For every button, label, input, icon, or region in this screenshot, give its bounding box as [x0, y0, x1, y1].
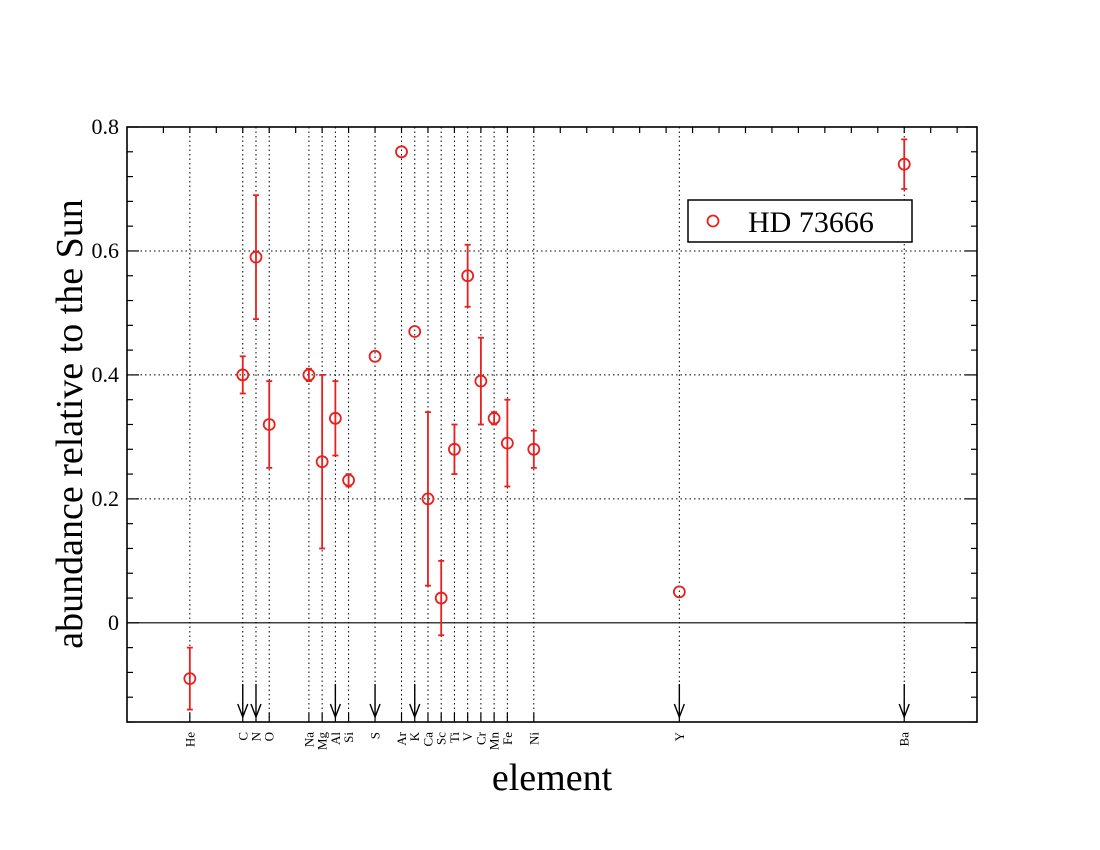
arrow-head	[409, 703, 421, 719]
point-mg	[315, 374, 329, 550]
ytick-label-4: 0.8	[92, 114, 120, 139]
marker	[421, 492, 435, 506]
arrow-c	[237, 684, 249, 719]
xtick-label-sc: Sc	[434, 732, 449, 745]
ytick-label-3: 0.6	[92, 238, 120, 263]
marker	[897, 157, 911, 171]
arrow-head	[237, 703, 249, 719]
xtick-label-ca: Ca	[420, 732, 435, 747]
upper-limit-arrows	[237, 684, 910, 719]
point-y	[672, 585, 686, 599]
xtick-label-o: O	[262, 732, 277, 741]
point-c	[236, 355, 250, 395]
point-s	[368, 349, 382, 363]
xtick-label-v: V	[460, 731, 475, 741]
ticks-layer	[127, 126, 977, 723]
arrow-head	[329, 703, 342, 719]
marker	[408, 325, 422, 338]
xtick-label-n: N	[248, 731, 263, 741]
marker	[262, 418, 276, 431]
xtick-label-he: He	[182, 732, 197, 747]
point-ni	[527, 429, 541, 469]
marker	[183, 672, 197, 686]
xtick-label-ti: Ti	[447, 732, 462, 743]
point-na	[302, 367, 316, 383]
marker	[448, 442, 461, 456]
xtick-label-fe: Fe	[500, 732, 515, 745]
marker	[249, 250, 263, 264]
xtick-label-si: Si	[341, 732, 356, 743]
point-ar	[395, 145, 408, 159]
marker	[315, 455, 329, 469]
ytick-label-2: 0.4	[92, 362, 120, 387]
marker	[500, 436, 514, 450]
data-points-layer	[183, 138, 911, 711]
legend-label: HD 73666	[748, 206, 874, 239]
xtick-label-ni: Ni	[526, 732, 541, 745]
point-al	[328, 380, 342, 457]
xtick-label-ba: Ba	[897, 732, 912, 747]
marker	[302, 368, 316, 382]
marker	[527, 442, 541, 456]
x-axis-title: element	[492, 757, 613, 799]
point-o	[262, 380, 276, 469]
marker	[342, 473, 355, 487]
point-sc	[434, 559, 448, 637]
point-ba	[897, 138, 911, 190]
arrow-y	[673, 684, 685, 719]
marker	[487, 411, 501, 425]
marker	[328, 411, 342, 425]
point-mn	[487, 411, 501, 426]
point-si	[342, 473, 355, 488]
xtick-label-al: Al	[328, 732, 343, 745]
marker	[395, 145, 408, 159]
plot-frame	[126, 126, 978, 723]
xtick-label-mn: Mn	[487, 732, 502, 751]
arrow-n	[250, 684, 262, 719]
arrow-ba	[898, 684, 910, 719]
arrow-head	[673, 703, 685, 719]
point-he	[183, 646, 197, 711]
xtick-label-k: K	[407, 731, 422, 741]
point-n	[249, 194, 263, 321]
marker	[461, 269, 475, 283]
xtick-label-cr: Cr	[473, 731, 488, 745]
ytick-label-1: 0.2	[92, 486, 120, 511]
xtick-label-mg: Mg	[315, 732, 330, 751]
xtick-label-y: Y	[672, 731, 687, 741]
arrow-s	[369, 684, 381, 719]
y-axis-title: abundance relative to the Sun	[49, 199, 91, 649]
marker	[236, 368, 250, 382]
marker	[368, 349, 382, 363]
legend: HD 73666	[687, 199, 913, 243]
xtick-label-na: Na	[301, 732, 316, 747]
point-fe	[500, 398, 514, 488]
marker	[474, 374, 488, 388]
arrow-head	[250, 703, 262, 719]
marker	[672, 585, 686, 599]
xtick-label-s: S	[368, 732, 383, 739]
ytick-label-0: 0	[108, 610, 119, 635]
point-ti	[448, 423, 461, 475]
point-ca	[421, 411, 435, 587]
point-v	[461, 243, 475, 308]
marker	[434, 591, 448, 605]
legend-box	[687, 199, 913, 243]
point-cr	[474, 336, 488, 426]
arrow-head	[369, 703, 381, 719]
xtick-label-c: C	[235, 732, 250, 741]
arrow-al	[329, 684, 342, 719]
legend-marker	[706, 214, 720, 228]
arrow-head	[898, 703, 910, 719]
point-k	[408, 325, 422, 338]
xtick-label-ar: Ar	[394, 731, 409, 745]
arrow-k	[409, 684, 421, 719]
